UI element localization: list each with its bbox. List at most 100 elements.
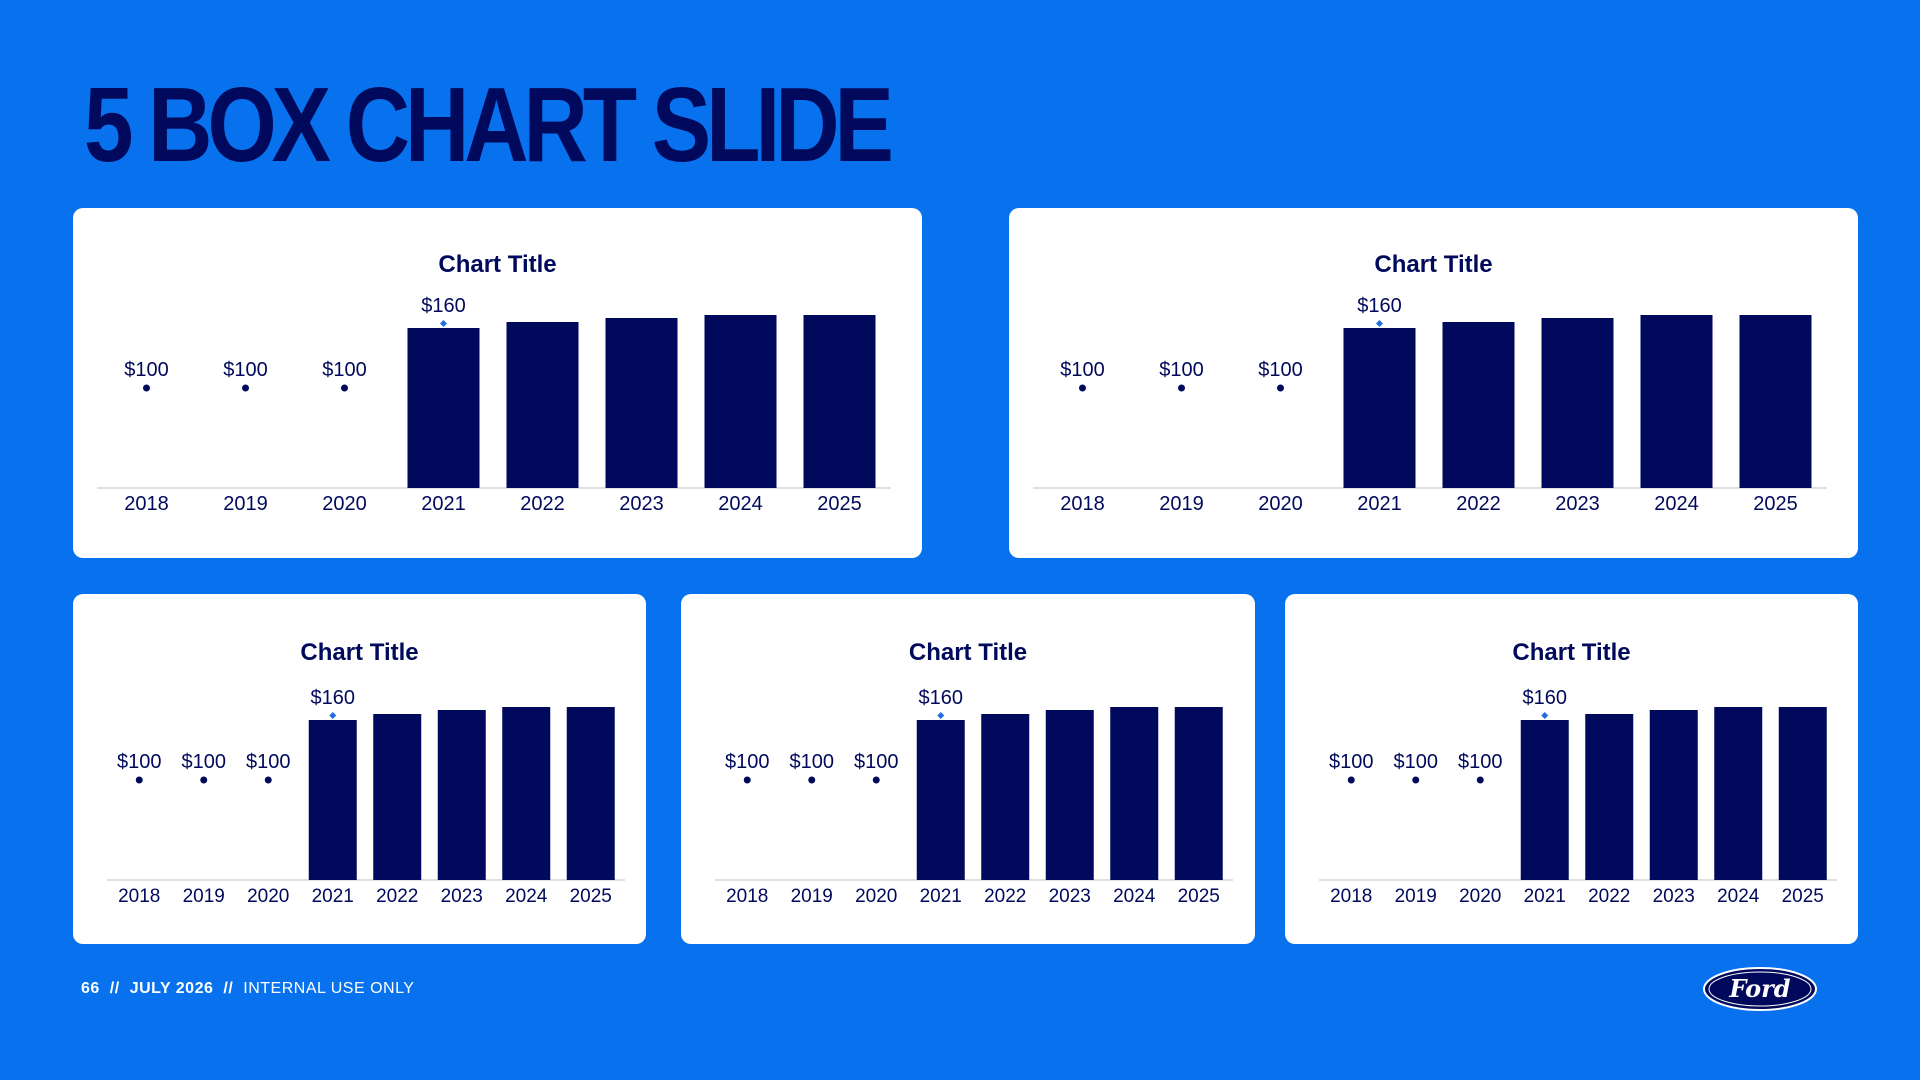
data-point-marker bbox=[1412, 776, 1420, 784]
x-tick-label: 2025 bbox=[1178, 886, 1220, 907]
data-point-marker bbox=[1476, 776, 1484, 784]
data-point-marker bbox=[937, 712, 945, 719]
data-point-marker bbox=[1079, 384, 1086, 392]
x-tick-label: 2023 bbox=[1653, 886, 1695, 907]
data-label: $100 bbox=[182, 751, 227, 773]
data-point-marker bbox=[1277, 384, 1284, 392]
bar bbox=[1520, 720, 1569, 880]
data-label: $100 bbox=[322, 359, 367, 381]
bar bbox=[308, 720, 357, 880]
data-point-marker bbox=[135, 776, 143, 784]
bar bbox=[502, 707, 551, 880]
data-label: $100 bbox=[1258, 359, 1303, 381]
footer-classification: INTERNAL USE ONLY bbox=[243, 980, 415, 997]
data-point-marker bbox=[200, 776, 208, 784]
x-tick-label: 2022 bbox=[520, 493, 565, 515]
x-tick-label: 2018 bbox=[118, 886, 160, 907]
x-tick-label: 2025 bbox=[817, 493, 862, 515]
x-tick-label: 2020 bbox=[855, 886, 897, 907]
x-tick-label: 2020 bbox=[247, 886, 289, 907]
x-tick-label: 2019 bbox=[791, 886, 833, 907]
x-tick-label: 2019 bbox=[223, 493, 268, 515]
chart-box-1: Chart Title $100 2018 $100 2019 $100 2020 $160 2… bbox=[73, 208, 922, 558]
x-tick-label: 2020 bbox=[1459, 886, 1501, 907]
data-label: $160 bbox=[1357, 295, 1402, 317]
x-tick-label: 2023 bbox=[619, 493, 664, 515]
bar bbox=[1442, 322, 1515, 488]
x-tick-label: 2023 bbox=[1555, 493, 1600, 515]
x-tick-label: 2019 bbox=[183, 886, 225, 907]
data-point-marker bbox=[872, 776, 880, 784]
slide-title: 5 BOX CHART SLIDE bbox=[84, 66, 894, 184]
chart-title: Chart Title bbox=[1512, 639, 1630, 666]
chart-box-5: Chart Title $100 2018 $100 2019 $100 2020 $160 2… bbox=[1285, 594, 1858, 944]
data-point-marker bbox=[341, 384, 348, 392]
x-tick-label: 2019 bbox=[1395, 886, 1437, 907]
bar bbox=[1640, 315, 1713, 488]
bar-chart-1: Chart Title $100 2018 $100 2019 $100 2020 $160 2… bbox=[97, 251, 891, 515]
bar-chart-2: Chart Title $100 2018 $100 2019 $100 2020 $160 2… bbox=[1033, 251, 1827, 515]
data-point-marker bbox=[242, 384, 249, 392]
x-tick-label: 2019 bbox=[1159, 493, 1204, 515]
data-label: $100 bbox=[1458, 751, 1503, 773]
x-tick-label: 2023 bbox=[441, 886, 483, 907]
x-tick-label: 2021 bbox=[1524, 886, 1566, 907]
x-tick-label: 2025 bbox=[1753, 493, 1798, 515]
bar bbox=[1739, 315, 1812, 488]
data-point-marker bbox=[1376, 320, 1383, 327]
bar bbox=[407, 328, 480, 488]
data-label: $100 bbox=[854, 751, 899, 773]
data-label: $100 bbox=[1394, 751, 1439, 773]
data-label: $100 bbox=[790, 751, 835, 773]
bar bbox=[1714, 707, 1763, 880]
x-tick-label: 2025 bbox=[1782, 886, 1824, 907]
bar bbox=[1045, 710, 1094, 880]
bar bbox=[981, 714, 1030, 880]
bar-chart-4: Chart Title $100 2018 $100 2019 $100 2020 $160 2… bbox=[715, 639, 1233, 907]
data-label: $100 bbox=[1060, 359, 1105, 381]
data-point-marker bbox=[440, 320, 447, 327]
data-label: $100 bbox=[124, 359, 169, 381]
bar bbox=[803, 315, 876, 488]
chart-title: Chart Title bbox=[909, 639, 1027, 666]
bar bbox=[1174, 707, 1223, 880]
chart-title: Chart Title bbox=[1374, 251, 1492, 278]
bar bbox=[1541, 318, 1614, 488]
bar bbox=[1585, 714, 1634, 880]
chart-title: Chart Title bbox=[300, 639, 418, 666]
x-tick-label: 2021 bbox=[421, 493, 466, 515]
data-label: $160 bbox=[421, 295, 466, 317]
bar bbox=[1649, 710, 1698, 880]
bar-chart-3: Chart Title $100 2018 $100 2019 $100 2020 $160 2… bbox=[107, 639, 625, 907]
footer-separator: // bbox=[223, 980, 234, 997]
x-tick-label: 2018 bbox=[124, 493, 169, 515]
x-tick-label: 2022 bbox=[984, 886, 1026, 907]
ford-logo-text: Ford bbox=[1728, 974, 1790, 1003]
ford-logo-icon: Ford bbox=[1703, 967, 1817, 1011]
x-tick-label: 2022 bbox=[1588, 886, 1630, 907]
bar bbox=[1110, 707, 1159, 880]
bar bbox=[605, 318, 678, 488]
footer-separator: // bbox=[109, 980, 120, 997]
data-label: $100 bbox=[117, 751, 162, 773]
data-point-marker bbox=[1541, 712, 1549, 719]
x-tick-label: 2018 bbox=[726, 886, 768, 907]
chart-title: Chart Title bbox=[438, 251, 556, 278]
bar bbox=[704, 315, 777, 488]
x-tick-label: 2022 bbox=[1456, 493, 1501, 515]
data-point-marker bbox=[264, 776, 272, 784]
data-point-marker bbox=[1347, 776, 1355, 784]
x-tick-label: 2020 bbox=[1258, 493, 1303, 515]
chart-box-4: Chart Title $100 2018 $100 2019 $100 2020 $160 2… bbox=[681, 594, 1255, 944]
chart-box-3: Chart Title $100 2018 $100 2019 $100 2020 $160 2… bbox=[73, 594, 646, 944]
data-label: $160 bbox=[1523, 687, 1568, 709]
x-tick-label: 2023 bbox=[1049, 886, 1091, 907]
bar bbox=[373, 714, 422, 880]
bar bbox=[506, 322, 579, 488]
data-label: $160 bbox=[919, 687, 964, 709]
data-point-marker bbox=[743, 776, 751, 784]
data-label: $100 bbox=[725, 751, 770, 773]
data-label: $160 bbox=[311, 687, 356, 709]
x-tick-label: 2022 bbox=[376, 886, 418, 907]
footer-page-number: 66 bbox=[81, 980, 100, 997]
